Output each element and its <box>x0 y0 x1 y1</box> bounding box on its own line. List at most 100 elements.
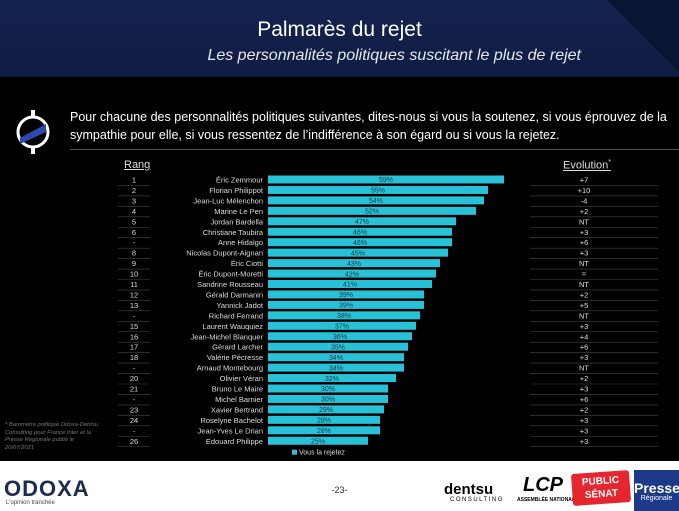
evolution-value: +3 <box>580 416 589 425</box>
value-label: 28% <box>317 428 331 435</box>
presse-line2: Régionale <box>640 495 673 502</box>
footer-bar <box>0 461 679 511</box>
value-label: 54% <box>369 198 383 205</box>
rejection-bar <box>268 311 420 320</box>
person-label: Christiane Taubira <box>203 228 264 237</box>
footnote: * Baromètre politique Odoxa-Dentsu Consu… <box>5 422 99 451</box>
rejection-bar <box>268 374 396 383</box>
evolution-value: +3 <box>580 426 589 435</box>
odoxa-symbol-icon <box>16 110 50 154</box>
rank-label: 2 <box>132 186 136 195</box>
rank-label: 1 <box>132 176 136 185</box>
survey-question: Pour chacune des personnalités politique… <box>70 110 667 142</box>
person-label: Anne Hidalgo <box>218 238 263 247</box>
person-label: Olivier Véran <box>220 374 263 383</box>
value-label: 42% <box>345 271 359 278</box>
lcp-subtitle: ASSEMBLÉE NATIONALE <box>517 497 579 503</box>
person-label: Nicolas Dupont-Aignan <box>186 249 263 258</box>
rejection-bar <box>268 405 384 414</box>
value-label: 39% <box>339 292 353 299</box>
rank-label: 12 <box>130 290 138 299</box>
rank-label: - <box>133 238 136 247</box>
evolution-value: +2 <box>580 290 589 299</box>
question-divider <box>70 149 679 150</box>
evolution-value: +7 <box>580 176 589 185</box>
evolution-value: NT <box>579 364 589 373</box>
rank-label: 4 <box>132 207 136 216</box>
person-label: Michel Barnier <box>215 395 263 404</box>
person-label: Jordan Bardella <box>210 217 263 226</box>
dentsu-logo: dentsu <box>444 481 494 498</box>
evolution-value: NT <box>579 280 589 289</box>
rank-label: 15 <box>130 322 138 331</box>
rejection-bar <box>268 185 488 194</box>
evolution-value: NT <box>579 217 589 226</box>
evolution-value: +4 <box>580 332 589 341</box>
rang-column-header: Rang <box>124 159 151 171</box>
page-number: -23- <box>331 485 348 495</box>
value-label: 46% <box>353 229 367 236</box>
rejection-bar <box>268 248 448 257</box>
legend-label: Vous la rejetez <box>299 450 345 457</box>
odoxa-tagline: L'opinion tranchée <box>6 500 55 506</box>
value-label: 38% <box>337 313 351 320</box>
header-banner: Palmarès du rejet Les personnalités poli… <box>0 0 679 77</box>
rejection-bar <box>268 196 484 205</box>
presse-line1: Presse <box>634 480 679 496</box>
rank-label: 5 <box>132 217 136 226</box>
rejection-bar <box>268 300 424 309</box>
legend-swatch <box>292 449 297 455</box>
rejection-bar <box>268 394 388 403</box>
person-label: Xavier Bertrand <box>211 405 263 414</box>
value-label: 34% <box>329 365 343 372</box>
person-label: Sandrine Rousseau <box>197 280 263 289</box>
evolution-value: = <box>582 270 587 279</box>
value-label: 30% <box>321 397 335 404</box>
rejection-bar <box>268 363 404 372</box>
value-label: 47% <box>355 219 369 226</box>
value-label: 52% <box>365 209 379 216</box>
evolution-value: +3 <box>580 385 589 394</box>
rejection-bar <box>268 321 416 330</box>
value-label: 39% <box>339 303 353 310</box>
public-senat-line2: SÉNAT <box>584 487 619 502</box>
value-label: 34% <box>329 355 343 362</box>
rejection-bar <box>268 342 408 351</box>
rejection-bar-chart: 1 Éric Zemmour 59% +7 2 Florian Philippot 55% +… <box>118 175 658 457</box>
person-label: Roselyne Bachelot <box>200 416 263 425</box>
rank-label: 6 <box>132 228 136 237</box>
value-label: 30% <box>321 386 335 393</box>
rank-label: 10 <box>130 270 138 279</box>
rejection-bar <box>268 332 412 341</box>
evolution-value: +2 <box>580 374 589 383</box>
rejection-bar <box>268 238 452 247</box>
rejection-bar <box>268 269 436 278</box>
value-label: 29% <box>319 407 333 414</box>
evolution-footnote-mark: * <box>608 159 611 166</box>
value-label: 25% <box>311 438 325 445</box>
rank-label: 18 <box>130 353 138 362</box>
evolution-value: +3 <box>580 437 589 446</box>
person-label: Richard Ferrand <box>209 311 263 320</box>
lcp-logo: LCP <box>523 474 563 496</box>
rank-label: 13 <box>130 301 138 310</box>
rank-label: 9 <box>132 259 136 268</box>
value-label: 41% <box>343 282 357 289</box>
person-label: Marine Le Pen <box>214 207 263 216</box>
rank-label: - <box>133 311 136 320</box>
rejection-bar <box>268 227 452 236</box>
rejection-bar <box>268 384 388 393</box>
rejection-bar <box>268 175 504 184</box>
odoxa-logo: ODOXA <box>4 476 90 501</box>
evolution-value: +6 <box>580 395 589 404</box>
person-label: Valérie Pécresse <box>207 353 263 362</box>
rejection-bar <box>268 206 476 215</box>
rank-label: 11 <box>130 280 138 289</box>
value-label: 59% <box>379 177 393 184</box>
evolution-value: +2 <box>580 207 589 216</box>
person-label: Jean-Luc Mélenchon <box>193 196 263 205</box>
value-label: 28% <box>317 418 331 425</box>
rank-label: 20 <box>130 374 138 383</box>
value-label: 35% <box>331 344 345 351</box>
value-label: 46% <box>353 240 367 247</box>
